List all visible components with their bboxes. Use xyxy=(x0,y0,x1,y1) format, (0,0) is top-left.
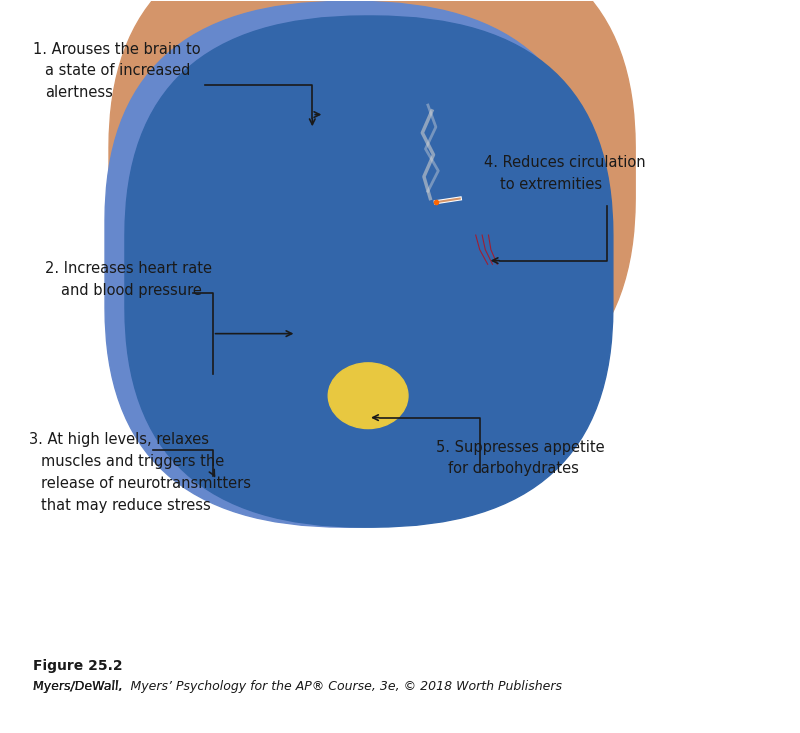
Text: a state of increased: a state of increased xyxy=(46,64,190,78)
FancyBboxPatch shape xyxy=(109,0,635,418)
Text: 2. Increases heart rate: 2. Increases heart rate xyxy=(46,261,212,276)
Text: 5. Suppresses appetite: 5. Suppresses appetite xyxy=(436,440,605,454)
Ellipse shape xyxy=(316,297,372,363)
Ellipse shape xyxy=(457,150,535,232)
Text: Myers/DeWall,  Myers’ Psychology for the AP® Course, 3e, © 2018 Worth Publishers: Myers/DeWall, Myers’ Psychology for the … xyxy=(34,680,562,693)
Ellipse shape xyxy=(448,188,504,254)
Text: to extremities: to extremities xyxy=(500,177,602,191)
Text: Myers/DeWall,: Myers/DeWall, xyxy=(34,680,126,693)
Text: 1. Arouses the brain to: 1. Arouses the brain to xyxy=(34,42,201,56)
Ellipse shape xyxy=(352,301,400,359)
FancyBboxPatch shape xyxy=(125,16,613,527)
Text: Figure 25.2: Figure 25.2 xyxy=(34,658,123,673)
Text: 3. At high levels, relaxes: 3. At high levels, relaxes xyxy=(30,432,210,447)
Ellipse shape xyxy=(265,206,440,440)
Ellipse shape xyxy=(316,60,420,177)
Text: muscles and triggers the: muscles and triggers the xyxy=(42,454,225,469)
FancyBboxPatch shape xyxy=(105,1,595,527)
Text: that may reduce stress: that may reduce stress xyxy=(42,498,211,513)
Text: and blood pressure: and blood pressure xyxy=(61,282,202,298)
Ellipse shape xyxy=(328,363,408,429)
Text: alertness: alertness xyxy=(46,85,113,100)
Text: 4. Reduces circulation: 4. Reduces circulation xyxy=(484,155,646,170)
Text: for carbohydrates: for carbohydrates xyxy=(448,462,578,476)
Ellipse shape xyxy=(185,301,232,402)
Polygon shape xyxy=(177,235,241,425)
Polygon shape xyxy=(424,177,512,235)
Ellipse shape xyxy=(298,71,366,144)
Text: release of neurotransmitters: release of neurotransmitters xyxy=(42,476,251,491)
FancyBboxPatch shape xyxy=(225,169,480,476)
